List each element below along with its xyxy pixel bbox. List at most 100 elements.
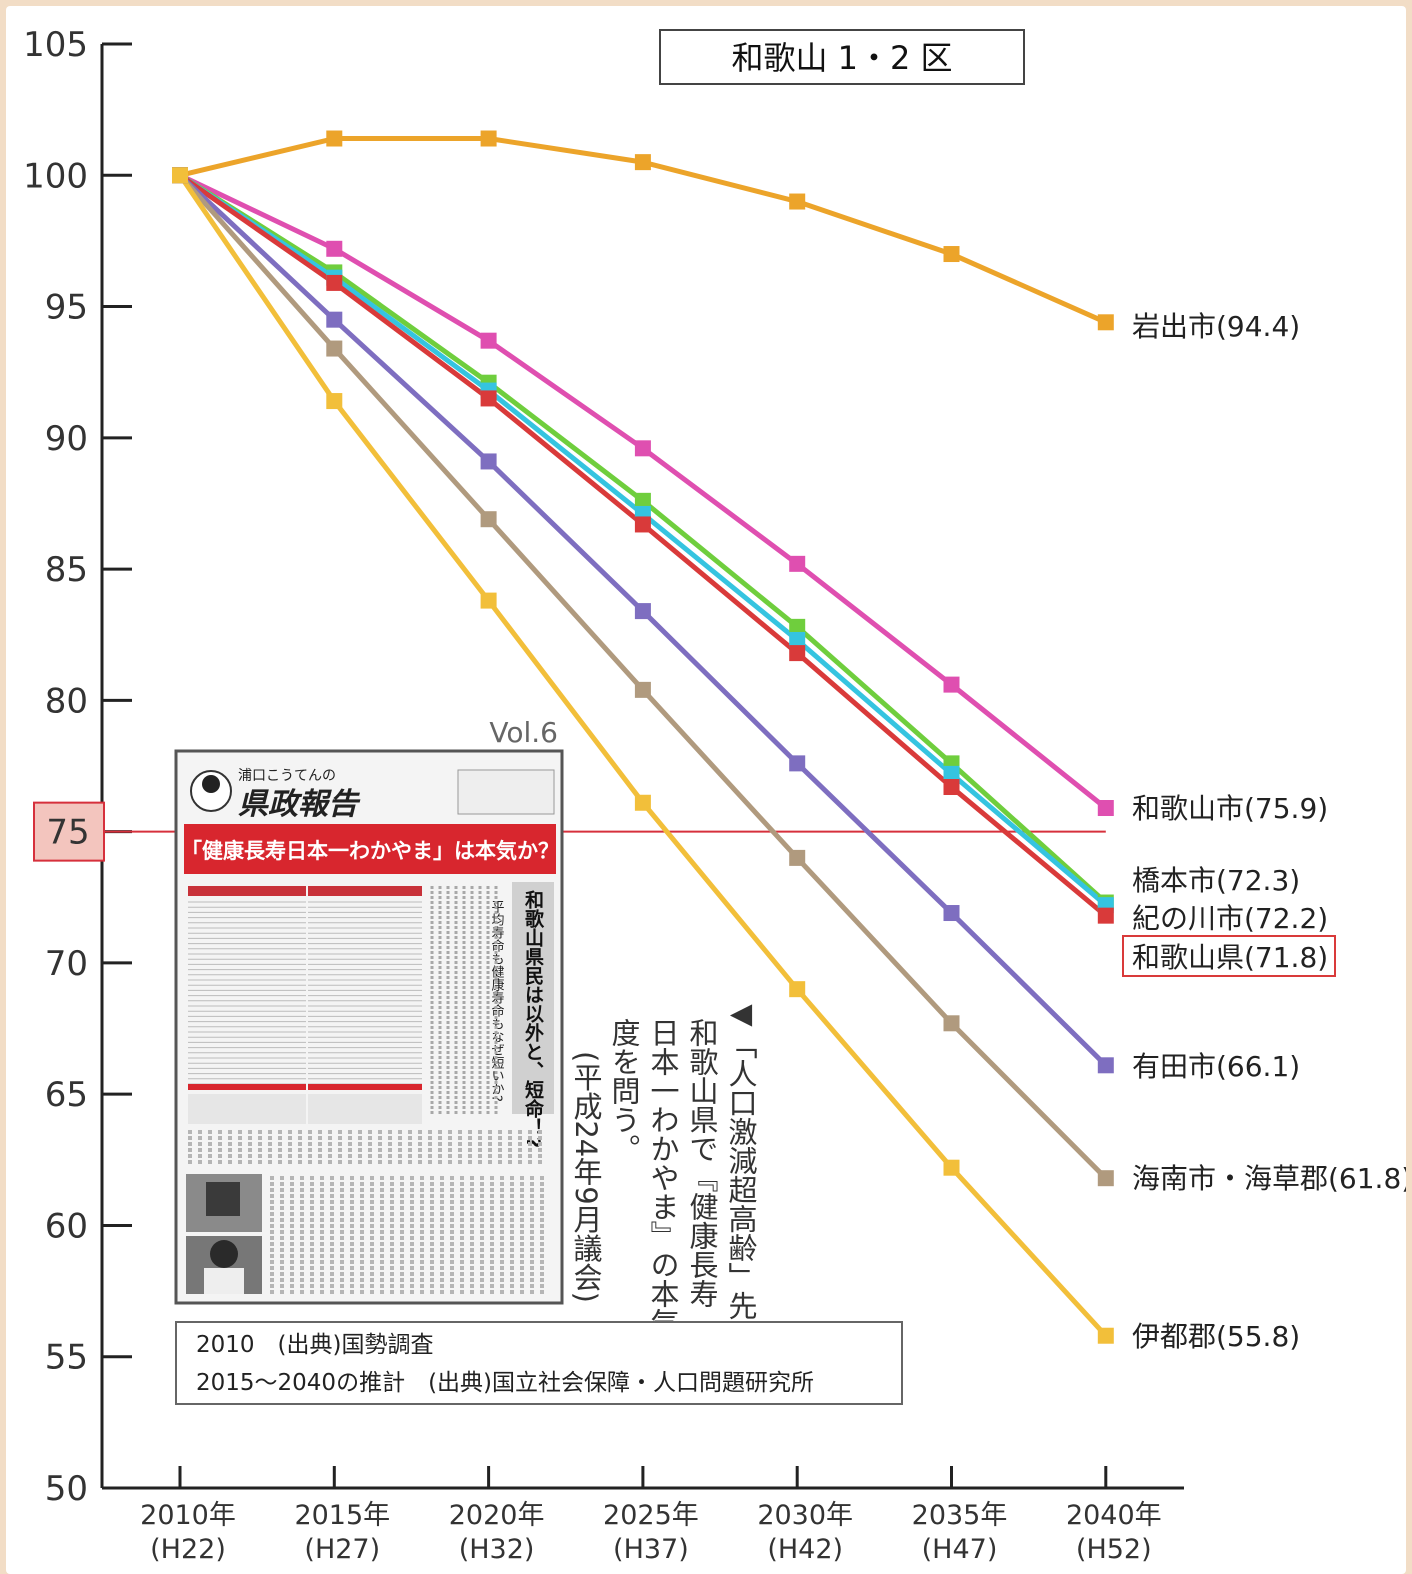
data-point	[326, 240, 343, 257]
data-point	[1097, 1170, 1114, 1187]
series-end-label: 伊都郡(55.8)	[1132, 1320, 1300, 1353]
x-tick-sublabel: (H52)	[1076, 1534, 1152, 1565]
series-end-label: 紀の川市(72.2)	[1132, 902, 1328, 935]
data-point	[1097, 1057, 1114, 1074]
newsletter-masthead-small: 浦口こうてんの	[238, 768, 336, 784]
data-point	[789, 631, 806, 648]
data-point	[634, 440, 651, 457]
data-point	[1097, 907, 1114, 924]
newsletter-body-text	[188, 886, 544, 1294]
data-point	[789, 645, 806, 662]
x-tick-sublabel: (H22)	[150, 1534, 226, 1565]
data-point	[789, 849, 806, 866]
x-tick-sublabel: (H27)	[304, 1534, 380, 1565]
x-tick-sublabel: (H42)	[767, 1534, 843, 1565]
data-point	[789, 981, 806, 998]
series-end-labels: 岩出市(94.4) 和歌山市(75.9) 橋本市(72.3) 紀の川市(72.2) 和歌…	[1122, 310, 1406, 1353]
series-end-label: 岩出市(94.4)	[1132, 310, 1300, 343]
newsletter-masthead: 県政報告	[238, 787, 361, 822]
x-tick-label: 2020年	[449, 1500, 545, 1531]
chart-frame: 50 55 60 65 70 80 85 90 95 100 105 2010年 (H22) 2015年…	[6, 6, 1406, 1574]
y-tick-label: 50	[45, 1469, 88, 1509]
data-point	[480, 332, 497, 349]
data-point	[634, 492, 651, 509]
data-point	[634, 681, 651, 698]
data-point	[326, 340, 343, 357]
caption-line: 日本一わかやま』の本気	[646, 1018, 680, 1337]
data-point	[789, 618, 806, 635]
data-point	[1097, 314, 1114, 331]
data-point	[634, 154, 651, 171]
y-tick-label: 85	[45, 550, 88, 590]
y-ticks: 50 55 60 65 70 80 85 90 95 100 105	[23, 25, 132, 1509]
news-table-highlight	[308, 1084, 422, 1090]
newsletter-tables	[188, 886, 422, 1124]
data-point	[943, 905, 960, 922]
data-point	[1097, 1327, 1114, 1344]
y-tick-label: 95	[45, 288, 88, 328]
series-lines	[172, 130, 1114, 1344]
x-tick-label: 2030年	[757, 1500, 853, 1531]
data-point	[326, 393, 343, 410]
chart-title-box	[659, 29, 1025, 85]
data-point	[789, 193, 806, 210]
x-tick-label: 2015年	[294, 1500, 390, 1531]
y-tick-label: 100	[23, 156, 88, 196]
caption-line: 度を問う。	[607, 1018, 641, 1163]
reference-label: 75	[46, 813, 89, 853]
series-end-label: 和歌山市(75.9)	[1132, 792, 1328, 825]
y-tick-label: 65	[45, 1075, 88, 1115]
chart-title: 和歌山 1・2 区	[731, 39, 952, 77]
series-end-label: 有田市(66.1)	[1132, 1050, 1300, 1083]
data-point	[326, 311, 343, 328]
reference-label-box	[33, 801, 105, 862]
data-point	[172, 167, 188, 184]
source-note-line2: 2015〜2040の推計 (出典)国立社会保障・人口問題研究所	[196, 1370, 814, 1396]
population-line-chart: 50 55 60 65 70 80 85 90 95 100 105 2010年(H22) 2015年…	[23, 25, 1406, 1565]
newsletter-side-headline: 和歌山県民は以外と、短命！?	[522, 889, 544, 1148]
data-point	[789, 755, 806, 772]
x-tick-sublabel: (H47)	[922, 1534, 998, 1565]
news-table-footer	[188, 1094, 306, 1124]
series-end-label: 海南市・海草郡(61.8)	[1132, 1162, 1406, 1195]
caption-line: ◀「人口激減超高齢」先進	[724, 996, 758, 1349]
y-tick-label: 105	[23, 25, 88, 65]
data-point	[943, 1159, 960, 1176]
data-point	[326, 130, 343, 147]
caption-line: (平成24年9月議会)	[569, 1051, 603, 1303]
data-point	[943, 246, 960, 263]
x-tick-label: 2025年	[603, 1500, 699, 1531]
newsletter-headline: 「健康長寿日本一わかやま」は本気か？	[181, 839, 559, 863]
y-tick-label: 70	[45, 944, 88, 984]
news-table-highlight	[188, 1084, 306, 1090]
newsletter-vol: Vol.6	[489, 716, 558, 749]
data-point	[480, 390, 497, 407]
data-point	[480, 130, 497, 147]
source-note-box	[175, 1321, 903, 1405]
data-point	[634, 603, 651, 620]
data-point	[480, 592, 497, 609]
y-tick-label: 55	[45, 1338, 88, 1378]
data-point	[326, 274, 343, 291]
caption-line: 和歌山県で『健康長寿	[685, 1018, 719, 1308]
data-point	[943, 779, 960, 796]
data-point	[943, 765, 960, 782]
x-tick-label: 2035年	[912, 1500, 1008, 1531]
newsletter-thumbnail: Vol.6 浦口こうてんの 県政報告 「健康長寿日本一わかやま」は本気か？ 和歌…	[174, 716, 564, 1305]
data-point	[1097, 800, 1114, 817]
data-point	[480, 511, 497, 528]
series-end-label: 橋本市(72.3)	[1132, 864, 1300, 897]
data-point	[634, 516, 651, 533]
newsletter-caption: ◀「人口激減超高齢」先進和歌山県で『健康長寿日本一わかやま』の本気度を問う。(平…	[569, 996, 758, 1349]
x-tick-label: 2040年	[1066, 1500, 1162, 1531]
data-point	[634, 794, 651, 811]
y-tick-label: 60	[45, 1206, 88, 1246]
data-point	[789, 555, 806, 572]
data-point	[943, 1015, 960, 1032]
source-note-line1: 2010 (出典)国勢調査	[196, 1332, 433, 1358]
news-table-header	[308, 886, 422, 896]
x-tick-sublabel: (H37)	[613, 1534, 689, 1565]
data-point	[943, 676, 960, 693]
newsletter-sub-headline: 平均寿命も健康寿命もなぜ短いか?	[489, 900, 505, 1102]
series-end-label: 和歌山県(71.8)	[1132, 941, 1328, 974]
